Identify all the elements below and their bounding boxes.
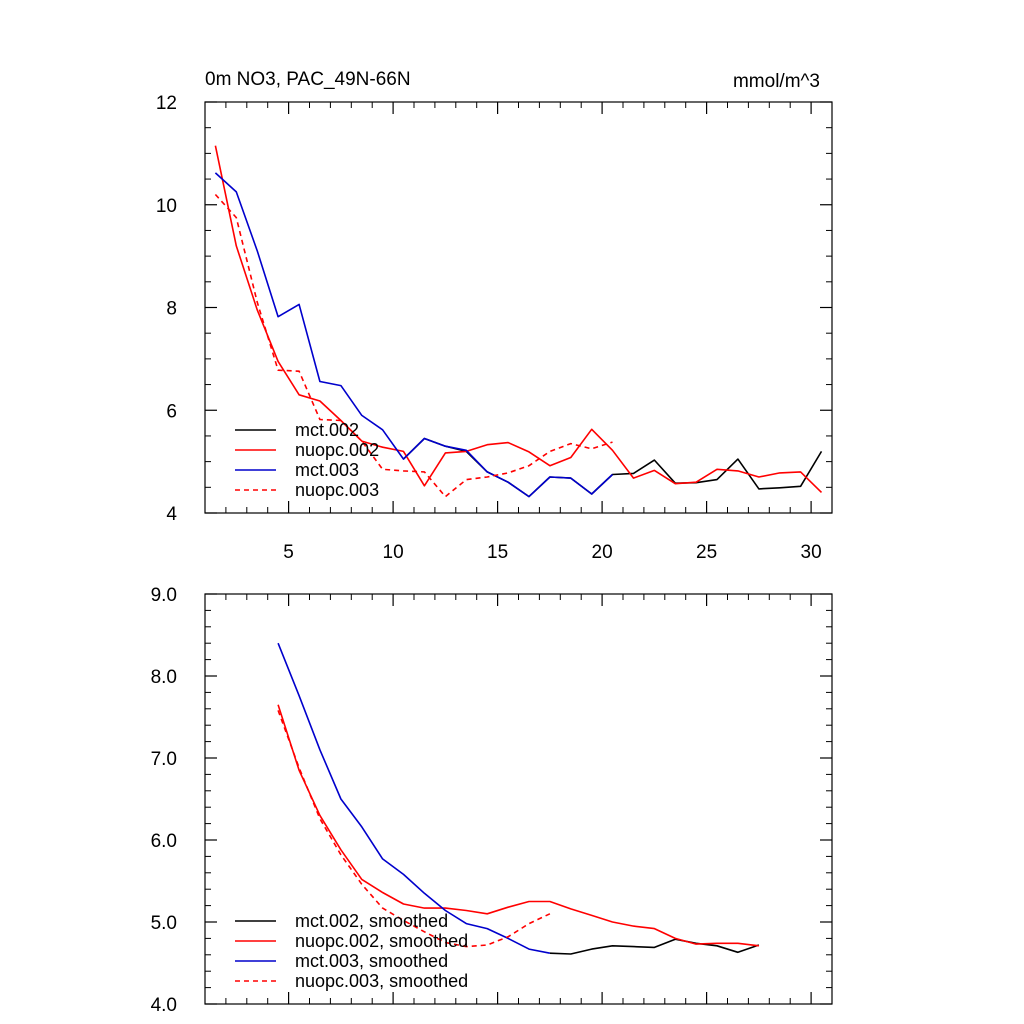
x-tick-label: 5 (283, 542, 294, 563)
y-tick-label: 4.0 (151, 995, 177, 1016)
top-tick-labels: 5 10 15 20 25 30 4 6 8 10 12 (156, 93, 822, 563)
series-line-nuopc-003-smoothed (277, 710, 551, 948)
bottom-panel-nitrate-smoothed: 4.05.06.07.08.09.0 mct.002, smoothednuop… (151, 585, 833, 1016)
y-tick-label: 4 (166, 504, 177, 525)
x-tick-label: 15 (487, 542, 508, 563)
y-tick-label: 8 (166, 299, 177, 320)
y-tick-label: 10 (156, 196, 177, 217)
x-tick-label: 25 (696, 542, 717, 563)
top-chart-title: 0m NO3, PAC_49N-66N (205, 69, 411, 90)
series-line-mct-003-smoothed (277, 642, 551, 954)
y-tick-label: 6 (166, 401, 177, 422)
x-tick-label: 10 (383, 542, 404, 563)
y-tick-label: 5.0 (151, 913, 177, 934)
series-line-mct-003 (214, 172, 614, 498)
legend-label: mct.002, smoothed (295, 911, 448, 931)
bottom-major-ticks (205, 593, 832, 1005)
top-panel-nitrate-timeseries: 0m NO3, PAC_49N-66N mmol/m^3 5 10 15 20 25 30… (156, 69, 833, 563)
top-chart-units: mmol/m^3 (733, 71, 820, 92)
legend-label: mct.003, smoothed (295, 951, 448, 971)
top-major-ticks (205, 101, 832, 514)
legend-label: nuopc.002, smoothed (295, 931, 468, 951)
series-line-mct-002 (402, 437, 823, 498)
y-tick-label: 8.0 (151, 667, 177, 688)
legend-label: nuopc.002 (295, 440, 379, 460)
top-series-lines (214, 145, 823, 498)
y-tick-label: 12 (156, 93, 177, 114)
bottom-series-lines (277, 642, 760, 955)
series-line-nuopc-002 (214, 145, 823, 493)
legend-label: mct.003 (295, 460, 359, 480)
series-line-nuopc-002-smoothed (277, 704, 759, 947)
top-minor-ticks (204, 102, 833, 513)
x-tick-label: 20 (592, 542, 613, 563)
bottom-minor-ticks (204, 594, 833, 1004)
series-line-nuopc-003 (214, 193, 613, 498)
y-tick-label: 9.0 (151, 585, 177, 606)
y-tick-label: 6.0 (151, 831, 177, 852)
x-tick-label: 30 (801, 542, 822, 563)
series-line-mct-002-smoothed (549, 938, 760, 955)
bottom-tick-labels: 4.0 5.0 6.0 7.0 8.0 9.0 (151, 585, 177, 1016)
y-tick-label: 7.0 (151, 749, 177, 770)
legend-label: nuopc.003 (295, 480, 379, 500)
legend-label: mct.002 (295, 420, 359, 440)
legend-label: nuopc.003, smoothed (295, 971, 468, 991)
